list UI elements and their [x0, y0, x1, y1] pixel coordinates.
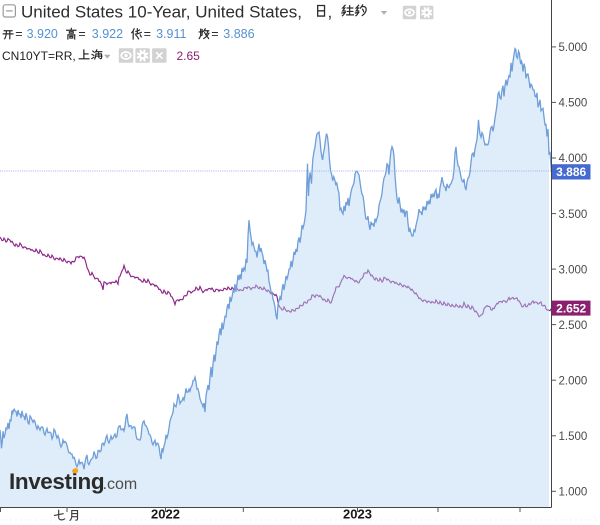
- svg-text:2.652: 2.652: [556, 301, 586, 315]
- svg-text:2.500: 2.500: [559, 320, 588, 332]
- svg-text:5.000: 5.000: [559, 42, 588, 54]
- svg-text:=: =: [211, 27, 218, 41]
- svg-text:3.920: 3.920: [27, 27, 58, 41]
- svg-text:3.500: 3.500: [559, 209, 588, 221]
- svg-text:=: =: [144, 27, 151, 41]
- svg-text:United States 10-Year, United: United States 10-Year, United States,: [21, 3, 302, 22]
- svg-text:3.886: 3.886: [223, 27, 254, 41]
- svg-text:3.886: 3.886: [556, 165, 586, 179]
- svg-text:1.500: 1.500: [559, 431, 588, 443]
- svg-text:.com: .com: [103, 476, 138, 493]
- svg-text:3.000: 3.000: [559, 264, 588, 276]
- svg-text:2022: 2022: [151, 507, 180, 522]
- svg-text:CN10YT=RR,: CN10YT=RR,: [2, 49, 76, 63]
- svg-text:Investing: Investing: [9, 469, 104, 494]
- svg-text:1.000: 1.000: [559, 487, 588, 499]
- svg-text:=: =: [78, 27, 85, 41]
- svg-text:3.911: 3.911: [156, 27, 186, 41]
- svg-text:2.65: 2.65: [177, 49, 201, 63]
- svg-text:2023: 2023: [343, 507, 372, 522]
- svg-text:4.500: 4.500: [559, 98, 588, 110]
- svg-text:,: ,: [328, 3, 333, 22]
- svg-text:=: =: [15, 27, 22, 41]
- svg-text:2.000: 2.000: [559, 375, 588, 387]
- svg-text:3.922: 3.922: [92, 27, 123, 41]
- svg-text:4.000: 4.000: [559, 153, 588, 165]
